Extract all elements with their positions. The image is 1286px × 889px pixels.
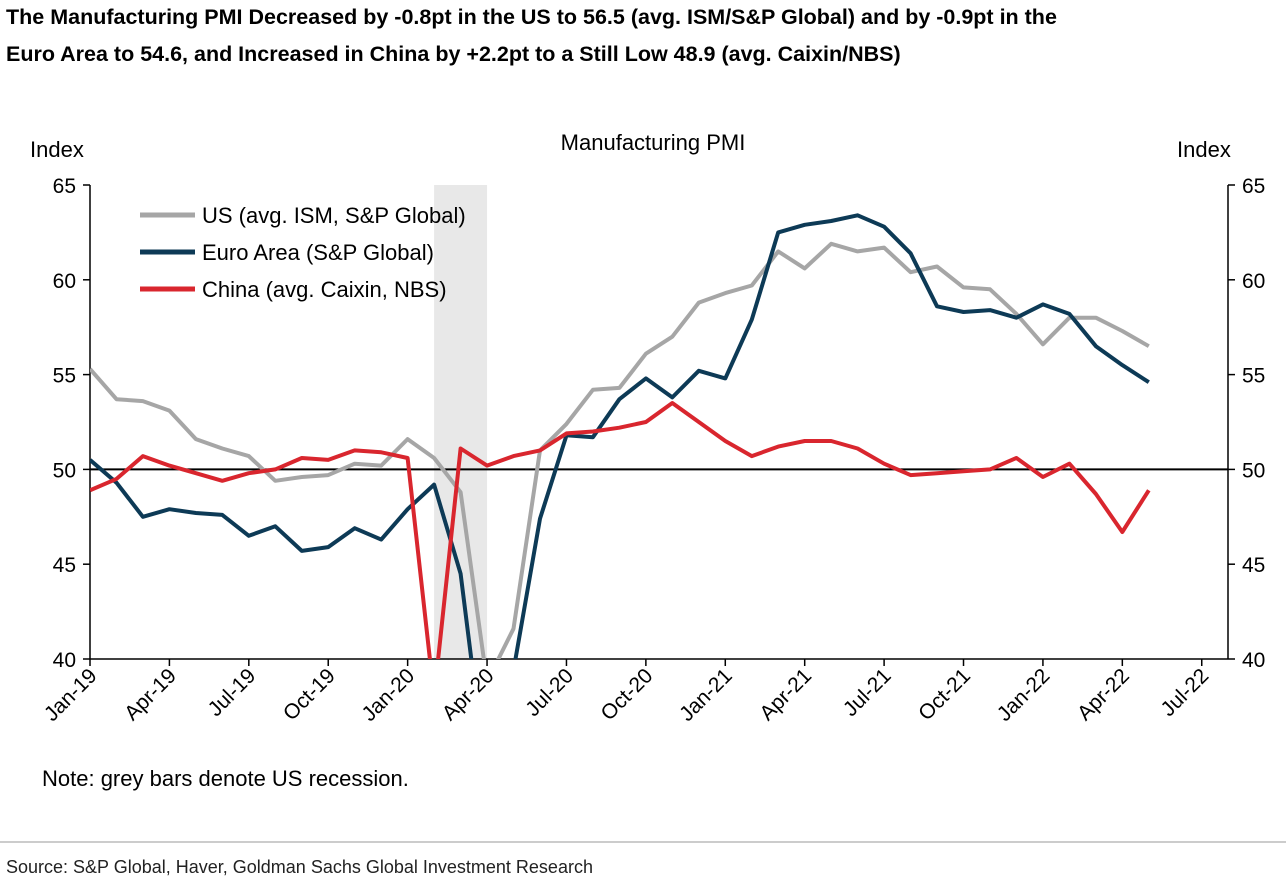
y2-tick-label: 65 xyxy=(1242,175,1265,198)
y-tick-label: 40 xyxy=(53,649,76,672)
x-tick-label: Apr-21 xyxy=(755,664,816,725)
series-line xyxy=(90,401,1151,659)
y-tick-label: 65 xyxy=(53,175,76,198)
y2-tick-label: 55 xyxy=(1242,365,1265,388)
x-tick-label: Jan-22 xyxy=(993,664,1055,726)
y2-tick-label: 40 xyxy=(1242,649,1265,672)
y-tick-label: 60 xyxy=(53,270,76,293)
y2-tick-label: 45 xyxy=(1242,554,1265,577)
x-tick-label: Jan-21 xyxy=(675,664,737,726)
x-tick-label: Apr-20 xyxy=(438,664,499,725)
note: Note: grey bars denote US recession. xyxy=(42,766,409,791)
source: Source: S&P Global, Haver, Goldman Sachs… xyxy=(6,857,593,877)
y2-axis-label: Index xyxy=(1177,137,1231,162)
x-tick-label: Apr-19 xyxy=(120,664,181,725)
series-line xyxy=(90,213,1150,659)
x-tick-label: Jul-20 xyxy=(521,664,578,721)
y2-tick-label: 60 xyxy=(1242,270,1265,293)
plot-lines xyxy=(90,213,1151,659)
y-tick-label: 50 xyxy=(53,459,76,482)
y2-tick-label: 50 xyxy=(1242,459,1265,482)
y-axis-label: Index xyxy=(30,137,84,162)
legend-label: Euro Area (S&P Global) xyxy=(202,240,434,265)
x-tick-label: Oct-21 xyxy=(914,664,975,725)
x-tick-label: Jul-22 xyxy=(1157,664,1214,721)
chart-subtitle: Manufacturing PMI xyxy=(561,130,746,155)
x-tick-label: Oct-20 xyxy=(597,664,658,725)
chart-title: The Manufacturing PMI Decreased by -0.8p… xyxy=(6,5,1057,29)
legend-label: US (avg. ISM, S&P Global) xyxy=(202,203,466,228)
legend-label: China (avg. Caixin, NBS) xyxy=(202,277,447,302)
x-tick-label: Jul-19 xyxy=(204,664,261,721)
x-tick-label: Apr-22 xyxy=(1073,664,1134,725)
y-tick-label: 55 xyxy=(53,365,76,388)
chart-title: Euro Area to 54.6, and Increased in Chin… xyxy=(6,42,901,66)
x-tick-label: Jul-21 xyxy=(839,664,896,721)
x-tick-label: Oct-19 xyxy=(279,664,340,725)
x-tick-label: Jan-19 xyxy=(40,664,102,726)
x-tick-label: Jan-20 xyxy=(358,664,420,726)
y-tick-label: 45 xyxy=(53,554,76,577)
